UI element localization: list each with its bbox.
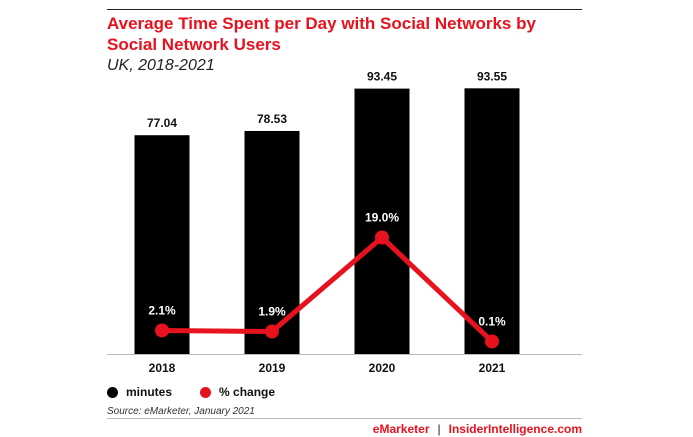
point-label-pct-change-2021: 0.1% [478,314,506,328]
top-rule [107,9,582,10]
point-pct-change-2020 [375,230,389,245]
x-tick-label-2021: 2021 [479,361,506,375]
legend: minutes % change [107,385,303,399]
point-pct-change-2021 [485,334,499,349]
legend-item-minutes: minutes [107,385,172,399]
chart-subtitle: UK, 2018-2021 [107,57,215,74]
footer-brand-insiderintelligence: InsiderIntelligence.com [448,422,582,436]
footer-brand-emarketer: eMarketer [372,422,430,436]
point-label-pct-change-2019: 1.9% [258,305,286,319]
footer: eMarketer | InsiderIntelligence.com [373,422,582,436]
bottom-rule [107,418,582,419]
point-pct-change-2018 [155,323,169,338]
point-label-pct-change-2020: 19.0% [365,211,399,225]
footer-separator: | [437,422,441,436]
bar-2020 [354,88,410,355]
bar-label-2020: 93.45 [367,70,397,84]
line-pct-change [161,235,494,344]
legend-label-pct-change: % change [219,385,276,399]
chart-title: Average Time Spent per Day with Social N… [107,14,536,54]
legend-item-pct-change: % change [200,385,275,399]
point-label-pct-change-2018: 2.1% [148,303,176,317]
bar-2019 [244,130,300,354]
point-pct-change-2019 [265,324,279,339]
x-tick-label-2020: 2020 [369,361,396,375]
legend-swatch-pct-change [200,386,212,398]
bar-2021 [464,88,520,355]
bar-label-2021: 93.55 [477,69,507,83]
source-note: Source: eMarketer, January 2021 [107,406,255,417]
x-tick-label-2019: 2019 [259,361,286,375]
bar-label-2018: 77.04 [147,116,177,130]
bar-2018 [134,135,190,354]
legend-swatch-minutes [107,386,118,398]
legend-label-minutes: minutes [126,385,173,399]
x-tick-label-2018: 2018 [149,361,176,375]
bar-label-2019: 78.53 [257,112,287,126]
